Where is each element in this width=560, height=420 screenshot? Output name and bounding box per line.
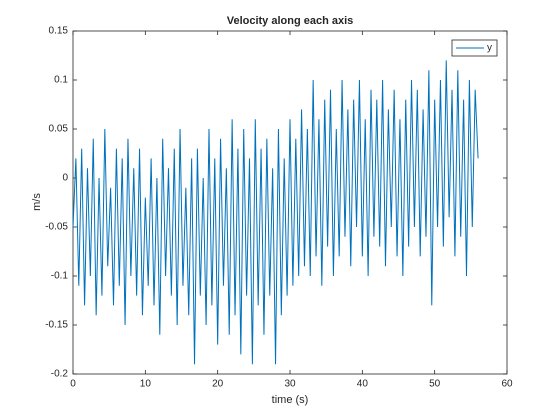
x-tick-label: 60 bbox=[501, 379, 513, 390]
x-tick-label: 40 bbox=[357, 379, 369, 390]
x-tick-label: 50 bbox=[429, 379, 441, 390]
y-tick-label: -0.2 bbox=[51, 369, 69, 380]
x-tick-label: 20 bbox=[212, 379, 224, 390]
x-tick-label: 30 bbox=[284, 379, 296, 390]
x-tick-label: 10 bbox=[140, 379, 152, 390]
y-tick-label: 0.05 bbox=[49, 124, 69, 135]
y-tick-label: 0.15 bbox=[49, 26, 69, 37]
y-tick-label: -0.1 bbox=[51, 271, 69, 282]
y-tick-label: 0 bbox=[62, 173, 68, 184]
x-axis-label: time (s) bbox=[272, 394, 309, 406]
y-axis-label: m/s bbox=[31, 193, 43, 211]
x-tick-label: 0 bbox=[70, 379, 76, 390]
data-line bbox=[72, 60, 479, 365]
y-tick-label: -0.15 bbox=[45, 320, 68, 331]
legend-label: y bbox=[487, 43, 492, 54]
chart-title: Velocity along each axis bbox=[227, 15, 354, 27]
y-tick-label: 0.1 bbox=[54, 75, 68, 86]
y-tick-label: -0.05 bbox=[45, 222, 68, 233]
